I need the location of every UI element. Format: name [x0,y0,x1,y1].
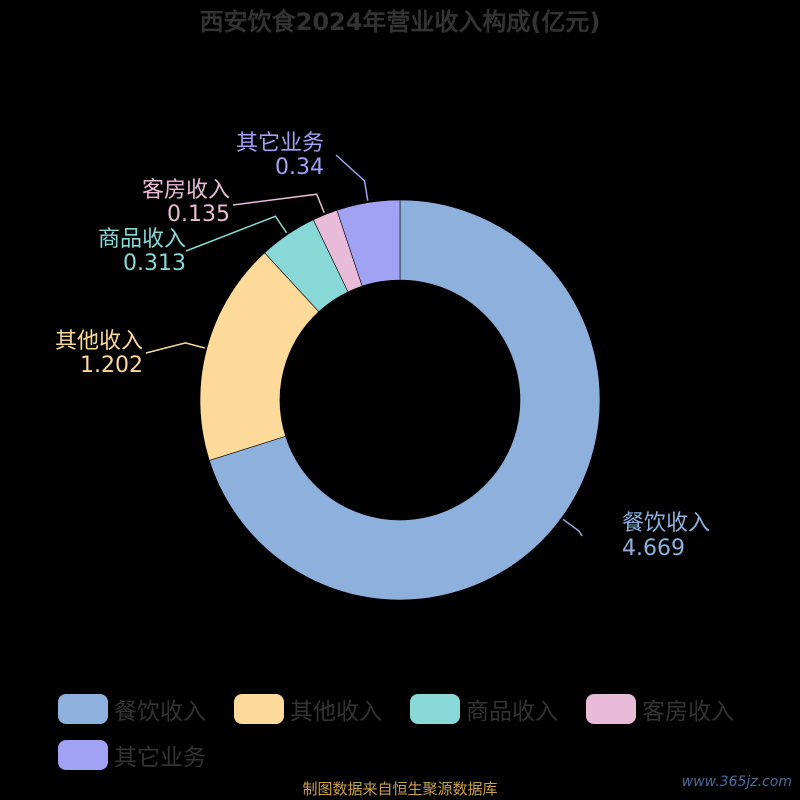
legend-swatch-1 [234,694,284,724]
legend-item-3[interactable]: 客房收入 [586,692,734,726]
slice-label-2: 商品收入 [98,227,186,252]
legend-item-1[interactable]: 其他收入 [234,692,382,726]
legend-swatch-0 [58,694,108,724]
slice-value-0: 4.669 [622,536,685,561]
chart-legend: 餐饮收入 其他收入 商品收入 客房收入 其它业务 [0,678,800,778]
slice-value-1: 1.202 [80,353,143,378]
legend-swatch-2 [410,694,460,724]
donut-slice-4[interactable] [336,199,401,287]
legend-item-0[interactable]: 餐饮收入 [58,692,206,726]
legend-label-1: 其他收入 [290,699,382,725]
leader-line-3 [232,193,325,214]
chart-title: 西安饮食2024年营业收入构成(亿元) [199,8,601,36]
slice-value-4: 0.34 [275,155,324,180]
slice-label-4: 其它业务 [236,131,324,156]
legend-item-4[interactable]: 其它业务 [58,738,206,772]
legend-label-2: 商品收入 [466,699,558,725]
slice-label-0: 餐饮收入 [622,511,710,536]
donut-slice-0[interactable] [208,199,601,601]
legend-label-3: 客房收入 [642,699,734,725]
slice-label-3: 客房收入 [142,178,230,203]
watermark: www.365jz.com [681,774,792,790]
data-source-note: 制图数据来自恒生聚源数据库 [302,780,498,798]
legend-swatch-4 [58,740,108,770]
legend-item-2[interactable]: 商品收入 [410,692,558,726]
legend-swatch-3 [586,694,636,724]
legend-label-4: 其它业务 [114,745,206,771]
leader-line-1 [145,342,205,354]
donut-slice-1[interactable] [199,252,320,461]
slice-value-3: 0.135 [167,202,230,227]
slice-label-1: 其他收入 [55,329,143,354]
leader-line-0 [562,518,583,537]
slice-value-2: 0.313 [123,251,186,276]
legend-label-0: 餐饮收入 [114,699,206,725]
leader-line-4 [335,154,369,201]
leader-line-2 [185,215,288,252]
